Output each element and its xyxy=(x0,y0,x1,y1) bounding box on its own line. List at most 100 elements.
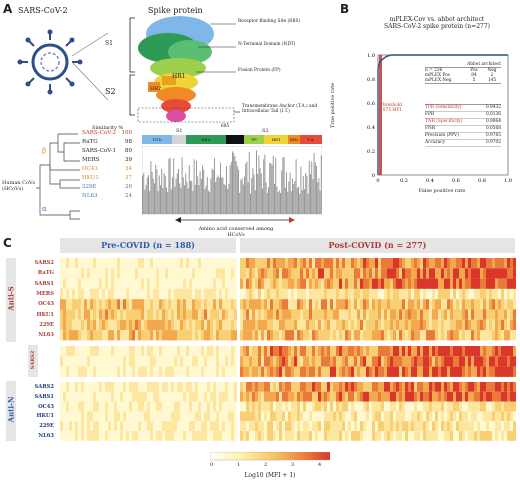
conserved-label: Amino acid conserved among HCoVs xyxy=(198,226,274,238)
beta-label: β xyxy=(42,147,47,155)
svg-text:HR2: HR2 xyxy=(150,86,161,92)
tree-leaf-similarity: 100 xyxy=(121,130,133,136)
roc-ytick: 1.0 xyxy=(367,53,375,59)
colorbar-label: Log10 (MFI + 1) xyxy=(244,472,296,479)
post-covid-label: Post-COVID (n = 277) xyxy=(328,240,427,250)
tree-leaf-name: RaTG xyxy=(82,139,98,145)
pos-685: 685 xyxy=(221,124,230,129)
metric-value: 0.9864 xyxy=(485,119,501,124)
domain-segment xyxy=(226,135,244,144)
heatmap-row-label: HKU1 xyxy=(36,311,54,318)
confusion-title: Abbot architect xyxy=(425,62,501,68)
heatmap-row-label: RaTG xyxy=(37,270,54,277)
fp-label: Fusion Protein (FP) xyxy=(238,68,281,73)
anti-n-tab: Anti-N xyxy=(6,381,16,441)
tree-leaf: RaTG 98 xyxy=(82,139,132,145)
bar-s1-label: S1 xyxy=(176,128,183,134)
heatmap xyxy=(60,258,516,441)
anti-n-label: Anti-N xyxy=(6,396,16,423)
confusion-row-label: mPLEX Neg xyxy=(425,78,452,83)
colorbar-tick: 1 xyxy=(237,462,241,468)
domain-segment: HR1 xyxy=(264,135,288,144)
pre-covid-label: Pre-COVID (n = 188) xyxy=(101,240,195,250)
conservation-arrow xyxy=(175,217,295,223)
ta-label: Transmembrane Anchor (T.A.) and Intracel… xyxy=(242,104,318,114)
similarity-header: Similarity % xyxy=(92,125,124,131)
roc-chart: 00 0.2 0.2 0.4 0.4 0.6 0.6 0.8 0.8 1.0 1.0 xyxy=(367,53,512,184)
metric-label: Precision (PPV) xyxy=(425,133,459,138)
tree-leaf: NL63 24 xyxy=(82,193,132,199)
domain-segment: FP xyxy=(244,135,264,144)
tree-leaf-similarity: 24 xyxy=(125,193,132,199)
domain-segment: RBD xyxy=(186,135,226,144)
metric-label: Accuracy xyxy=(425,140,446,145)
roc-ytick: 0.2 xyxy=(367,149,375,155)
colorbar-tick: 0 xyxy=(210,462,214,468)
tree-leaf: 229E 26 xyxy=(82,184,132,190)
colorbar xyxy=(210,452,330,461)
metric-value: 0.0568 xyxy=(485,126,501,131)
ntd-label: N-Terminal Domain (NDT) xyxy=(238,42,296,47)
virus-title: SARS-CoV-2 xyxy=(18,6,68,15)
tree-leaf-similarity: 80 xyxy=(125,148,132,154)
heatmap-row-label: OC43 xyxy=(38,403,54,410)
metric-row: FPR 0.0136 xyxy=(425,112,501,119)
metric-label: FNR xyxy=(425,126,435,131)
metric-row: TNR (Specificity) 0.9864 xyxy=(425,119,501,126)
confusion-table: Abbot architect n = 236 Pos Neg mPLEX Po… xyxy=(425,62,501,84)
metric-row: TPR (Sensitivity) 0.9432 xyxy=(425,105,501,112)
tree-leaf: MERS 39 xyxy=(82,157,132,163)
tree-leaf: HKU1 37 xyxy=(82,175,132,181)
confusion-cell: 84 xyxy=(471,73,477,78)
heatmap-row-label: SARS2 xyxy=(34,260,54,266)
heatmap-row-label: NL63 xyxy=(38,433,54,439)
heatmap-row-label: MERS xyxy=(36,290,54,297)
metric-label: TPR (Sensitivity) xyxy=(425,105,462,110)
s1-label: S1 xyxy=(105,40,113,47)
panel-a-graphics: HR1 HR2 xyxy=(17,16,240,220)
svg-text:HR1: HR1 xyxy=(172,73,186,80)
heatmap-row-label: HKU1 xyxy=(36,413,54,420)
colorbar-ticks: 0 1 2 3 4 xyxy=(210,462,330,470)
heatmap-row-label: NL63 xyxy=(38,332,54,339)
tree-leaf-name: SARS-CoV-1 xyxy=(82,148,117,154)
roc-curve-line xyxy=(377,54,508,175)
domain-segment xyxy=(172,135,186,144)
tree-leaf-name: OC43 xyxy=(82,166,98,172)
metric-row: FNR 0.0568 xyxy=(425,126,501,133)
domain-bar: NTD RBD FP HR1 HR2 T.A. xyxy=(142,135,322,144)
roc-ytick: 0 xyxy=(372,173,375,179)
tree-leaf: OC43 34 xyxy=(82,166,132,172)
tree-leaf-name: 229E xyxy=(82,184,97,190)
spike-title: Spike protein xyxy=(148,6,203,15)
roc-xtick: 0.8 xyxy=(478,178,486,184)
rbd-label: Receptor Binding Site (RBS) xyxy=(238,19,301,24)
confusion-cell: 5 xyxy=(472,78,476,83)
roc-xtick: 0 xyxy=(376,178,379,184)
domain-segment: T.A. xyxy=(300,135,322,144)
heatmap-row-label: 229E xyxy=(39,321,54,328)
anti-s-tab: Anti-S xyxy=(6,258,16,342)
heatmap-row-label: OC43 xyxy=(38,301,54,308)
anti-s-label: Anti-S xyxy=(6,286,16,311)
confusion-cell: 2 xyxy=(490,73,494,78)
tree-leaf: SARS-CoV-1 80 xyxy=(82,148,132,154)
human-covs-label: Human CoVs (HCoVs) xyxy=(2,180,36,192)
colorbar-tick: 3 xyxy=(291,462,295,468)
threshold-label: Threshold 1075 MFI xyxy=(380,103,402,113)
roc-title-1: mPLEX-Cov vs. abbot architect xyxy=(389,16,485,23)
post-covid-header: Post-COVID (n = 277) xyxy=(240,238,515,253)
metric-value: 0.0136 xyxy=(485,112,501,117)
metric-value: 0.9765 xyxy=(485,133,501,138)
panel-c-letter: C xyxy=(3,236,12,250)
roc-xtick: 0.6 xyxy=(452,178,460,184)
roc-xtick: 0.2 xyxy=(400,178,408,184)
metric-value: 0.9432 xyxy=(485,105,501,110)
metric-row: Precision (PPV) 0.9765 xyxy=(425,133,501,140)
heatmap-row-label: SARS1 xyxy=(34,393,54,400)
phylogenetic-tree xyxy=(36,133,80,220)
tree-leaf-similarity: 37 xyxy=(125,175,132,181)
tree-leaf-similarity: 34 xyxy=(125,166,132,172)
spike-protein-structure: HR1 HR2 xyxy=(138,16,214,122)
metric-value: 0.9702 xyxy=(485,140,501,145)
